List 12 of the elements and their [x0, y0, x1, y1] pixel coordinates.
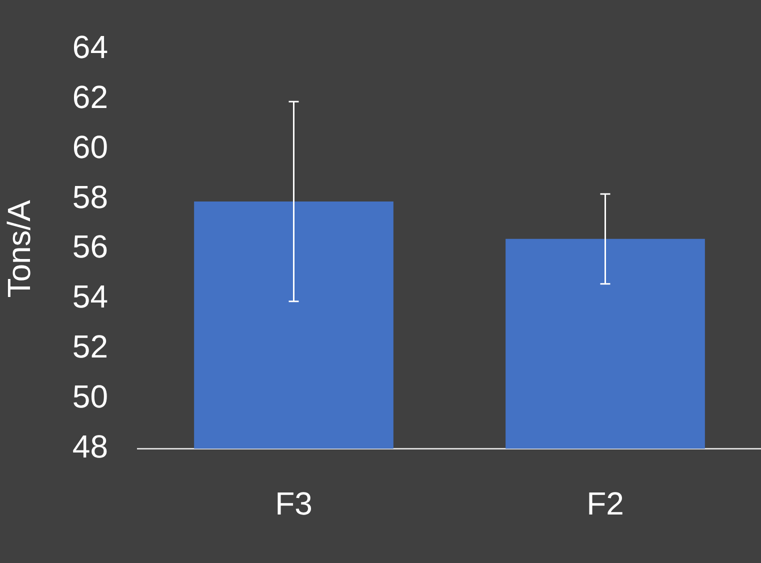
y-tick-label: 60	[72, 128, 108, 165]
x-tick-label: F2	[586, 486, 624, 522]
y-tick-label: 52	[72, 328, 108, 365]
y-tick-label: 48	[72, 428, 108, 464]
x-tick-label: F3	[275, 486, 312, 522]
y-tick-label: 62	[72, 78, 108, 115]
y-axis-title: Tons/A	[1, 199, 38, 298]
y-tick-label: 64	[72, 29, 108, 66]
y-tick-label: 54	[72, 278, 108, 315]
y-tick-label: 58	[72, 178, 108, 215]
y-tick-label: 50	[72, 378, 108, 415]
y-tick-label: 56	[72, 228, 108, 265]
